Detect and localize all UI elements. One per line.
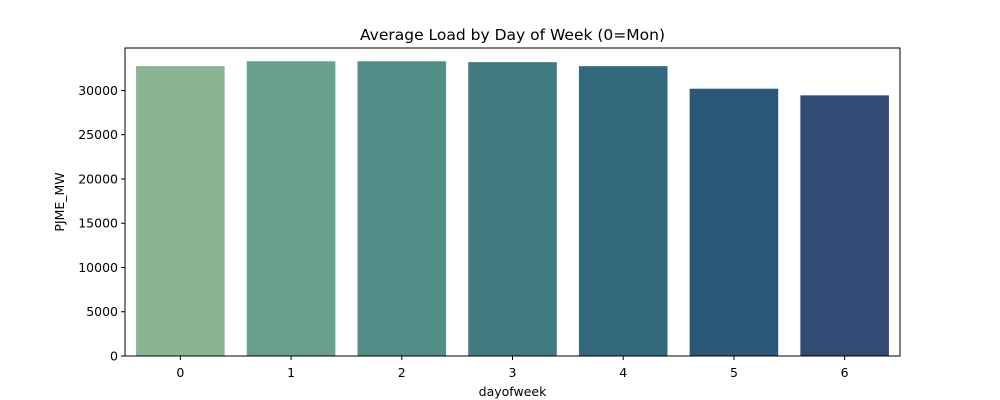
y-tick-label: 0 — [110, 349, 118, 364]
bar-day-0 — [136, 66, 225, 356]
x-tick-label: 4 — [619, 365, 627, 380]
y-tick-label: 20000 — [78, 171, 118, 186]
x-tick-label: 6 — [841, 365, 849, 380]
bars-group — [136, 61, 889, 356]
bar-day-6 — [800, 95, 889, 356]
x-tick-label: 5 — [730, 365, 738, 380]
y-tick-label: 25000 — [78, 127, 118, 142]
y-tick-label: 5000 — [86, 304, 118, 319]
bar-day-5 — [689, 88, 779, 356]
y-axis-ticks: 0 5000 10000 15000 20000 25000 30000 — [78, 83, 125, 364]
y-axis-label: PJME_MW — [52, 172, 67, 231]
y-tick-label: 30000 — [78, 83, 118, 98]
chart-title: Average Load by Day of Week (0=Mon) — [360, 26, 665, 44]
x-tick-label: 3 — [509, 365, 517, 380]
x-axis-ticks: 0 1 2 3 4 5 6 — [176, 356, 849, 380]
bar-day-2 — [357, 61, 447, 356]
bar-day-3 — [468, 62, 557, 356]
x-tick-label: 1 — [287, 365, 295, 380]
y-tick-label: 15000 — [78, 216, 118, 231]
x-tick-label: 2 — [398, 365, 406, 380]
bar-day-4 — [578, 66, 668, 356]
x-axis-label: dayofweek — [479, 384, 547, 399]
plot-frame — [124, 47, 901, 357]
x-tick-label: 0 — [176, 365, 184, 380]
y-tick-label: 10000 — [78, 260, 118, 275]
bar-day-1 — [246, 61, 336, 356]
